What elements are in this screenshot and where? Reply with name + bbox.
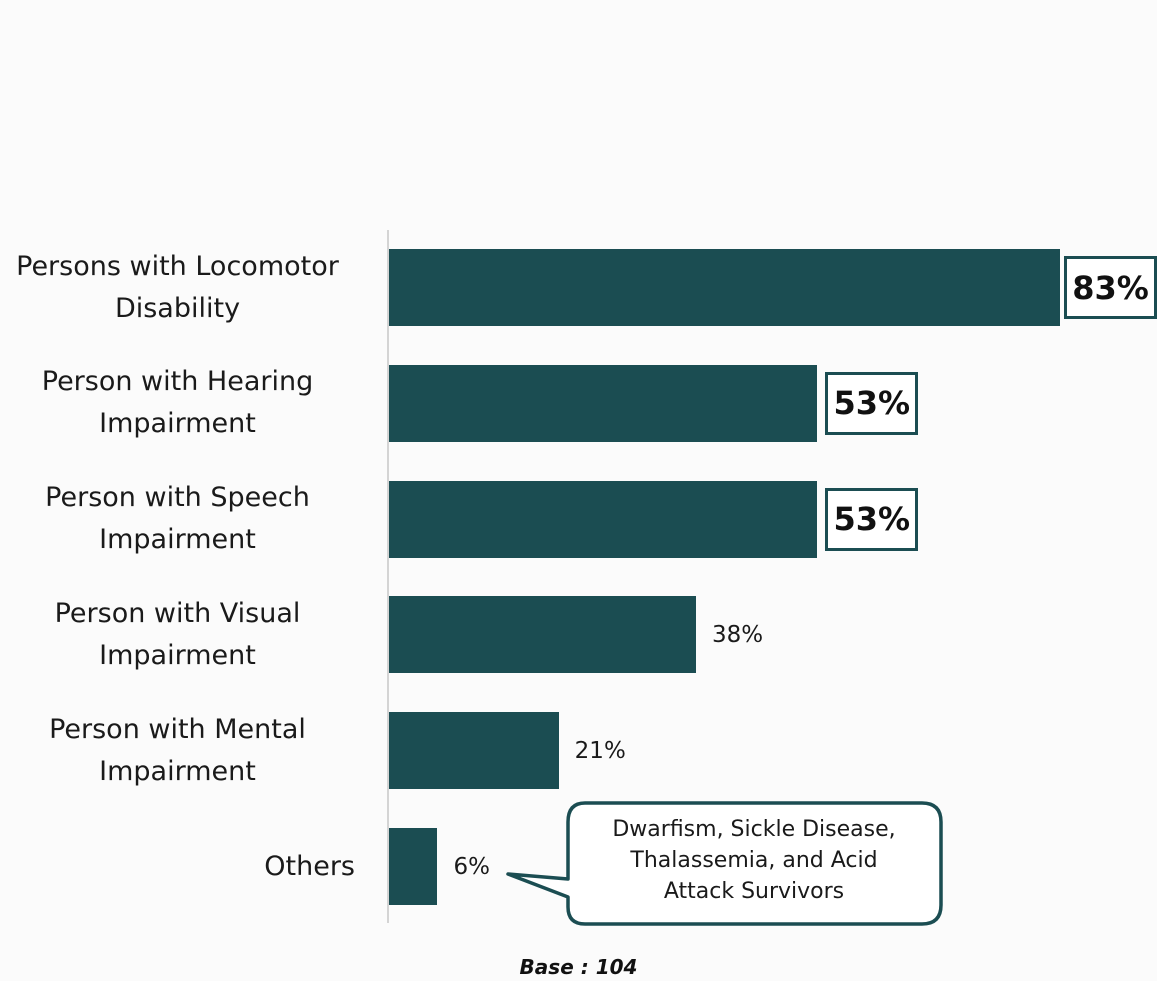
category-label: Person with Hearing Impairment [41, 366, 314, 440]
category-label: Others [264, 850, 355, 882]
base-note: Base : 104 [0, 955, 1157, 979]
annotation-line: Dwarfism, Sickle Disease, [612, 817, 896, 842]
value-label: 38% [712, 621, 764, 648]
base-value: 104 [595, 955, 638, 979]
bar [389, 249, 1060, 326]
bar [389, 596, 697, 674]
base-separator: : [573, 955, 596, 979]
value-label-box: 83% [1064, 256, 1157, 319]
category-label: Person with Speech Impairment [45, 482, 310, 556]
category-label: Persons with Locomotor Disability [16, 250, 339, 324]
base-label: Base [519, 955, 574, 979]
bar [389, 828, 438, 905]
bar [389, 364, 818, 442]
category-label: Person with Visual Impairment [54, 597, 301, 671]
value-label-box: 53% [825, 487, 919, 551]
callout-bubble [506, 801, 943, 926]
annotation-text: Dwarfism, Sickle Disease, Thalassemia, a… [570, 814, 938, 907]
bar [389, 480, 818, 558]
value-label: 6% [453, 853, 490, 880]
y-axis-line [387, 230, 389, 923]
bar [389, 712, 559, 790]
value-label: 21% [574, 737, 626, 764]
annotation-line: Attack Survivors [663, 879, 845, 904]
value-label-box: 53% [825, 371, 919, 435]
category-label: Person with Mental Impairment [49, 713, 306, 787]
annotation-line: Thalassemia, and Acid [630, 848, 878, 873]
